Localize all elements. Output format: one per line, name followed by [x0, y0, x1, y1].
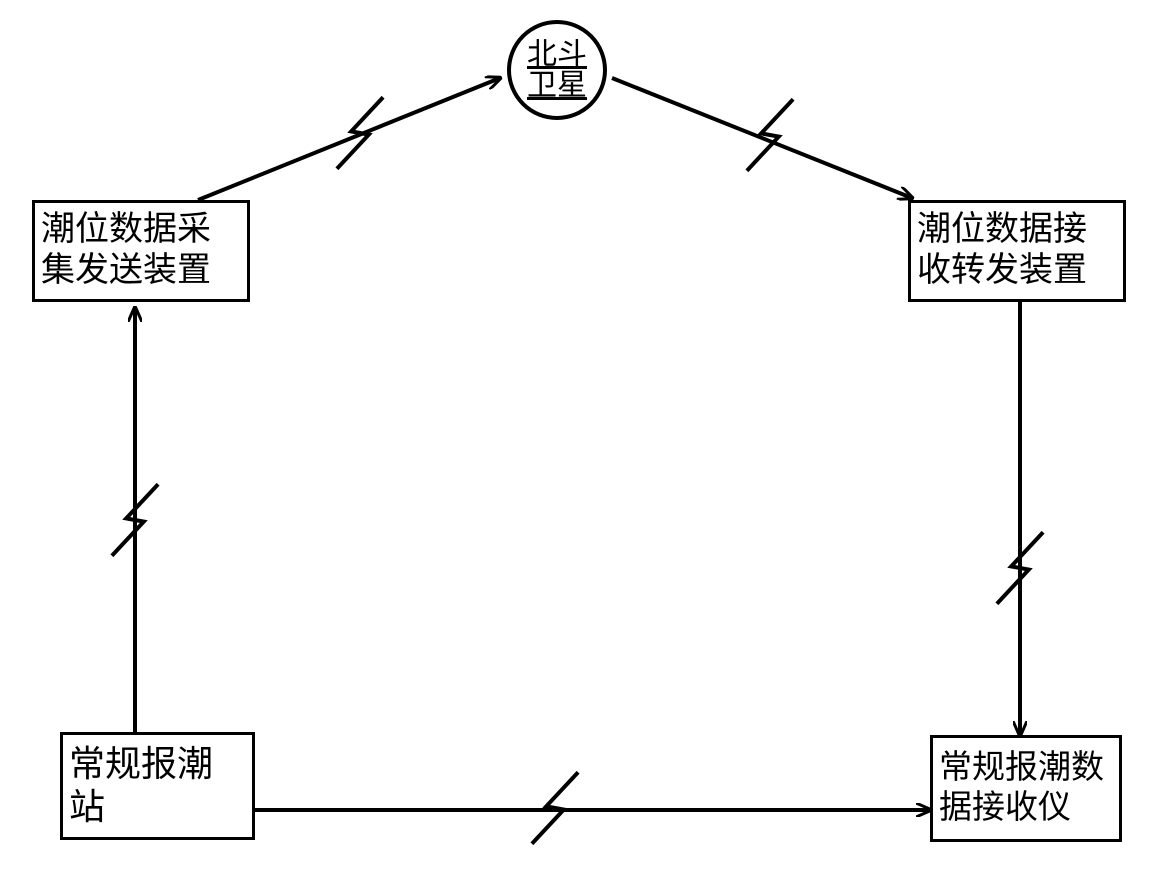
- signal-icon: [112, 484, 158, 555]
- edge-arrow: [198, 78, 500, 200]
- signal-icon: [747, 99, 793, 170]
- diagram-canvas: 北斗 卫星 潮位数据采集发送装置 潮位数据接收转发装置 常规报潮站 常规报潮数据…: [0, 0, 1164, 889]
- satellite-label-line2: 卫星: [527, 69, 587, 102]
- edge-arrow: [612, 78, 912, 198]
- node-tide-station: 常规报潮站: [60, 732, 255, 840]
- node-satellite: 北斗 卫星: [507, 20, 607, 120]
- satellite-label-line1: 北斗: [527, 38, 587, 71]
- signal-icon: [997, 532, 1043, 603]
- node-receiver-forward: 潮位数据接收转发装置: [908, 200, 1126, 302]
- signal-icon: [337, 97, 383, 168]
- node-collector-label: 潮位数据采集发送装置: [41, 210, 241, 292]
- node-receiver-forward-label: 潮位数据接收转发装置: [917, 210, 1117, 292]
- node-satellite-label: 北斗 卫星: [527, 39, 587, 102]
- node-tide-station-label: 常规报潮站: [69, 743, 246, 829]
- node-collector: 潮位数据采集发送装置: [32, 200, 250, 302]
- node-receiver-instrument: 常规报潮数据接收仪: [930, 735, 1122, 842]
- node-receiver-instrument-label: 常规报潮数据接收仪: [939, 749, 1113, 828]
- signal-icon: [532, 772, 578, 843]
